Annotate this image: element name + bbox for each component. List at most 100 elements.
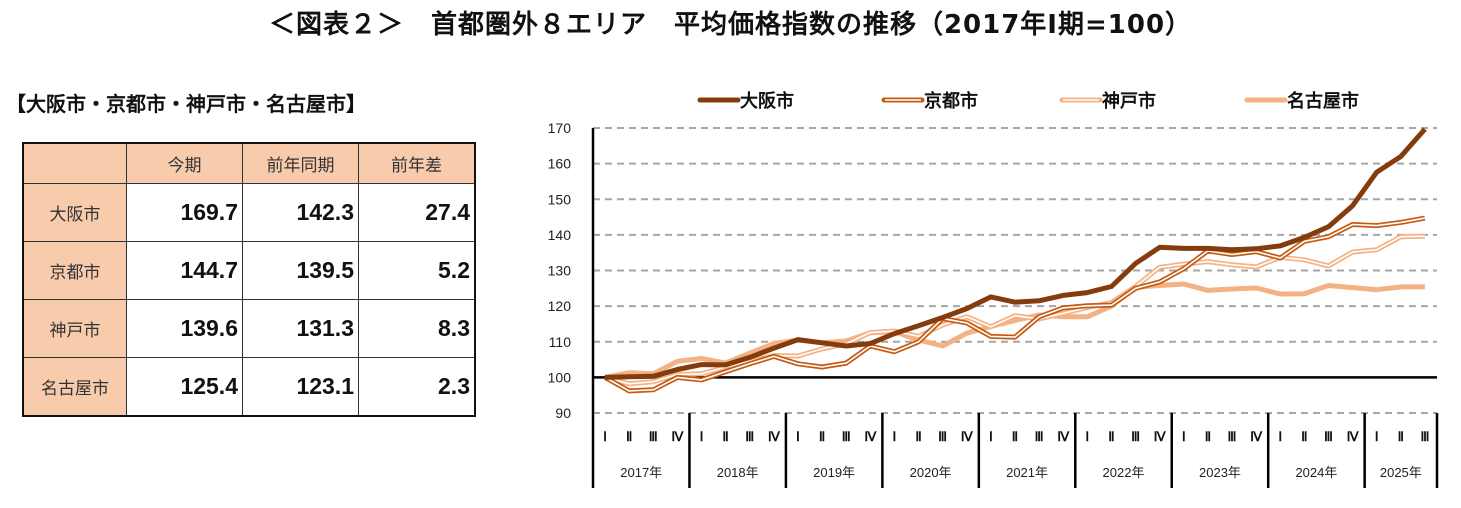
legend-item: 神戸市 xyxy=(1059,90,1156,112)
cell-diff: 27.4 xyxy=(358,183,476,242)
x-year-label: 2019年 xyxy=(813,465,855,480)
x-quarter-label: Ⅳ xyxy=(1347,429,1360,444)
y-tick-label: 160 xyxy=(548,156,572,172)
row-city: 神戸市 xyxy=(22,299,127,358)
x-quarter-label: Ⅲ xyxy=(1035,429,1044,444)
x-quarter-label: Ⅰ xyxy=(1085,429,1089,444)
y-tick-label: 130 xyxy=(548,263,572,279)
x-quarter-label: Ⅰ xyxy=(603,429,607,444)
series-line-inner xyxy=(604,235,1425,385)
series-lines xyxy=(603,127,1427,394)
series-line xyxy=(604,281,1425,380)
legend-item: 大阪市 xyxy=(697,90,794,112)
x-quarter-label: Ⅳ xyxy=(1154,429,1167,444)
cell-current: 139.6 xyxy=(126,299,243,358)
table-subtitle: 【大阪市・京都市・神戸市・名古屋市】 xyxy=(6,92,366,116)
y-tick-label: 110 xyxy=(549,334,572,350)
header-diff: 前年差 xyxy=(358,142,476,184)
x-quarter-label: Ⅱ xyxy=(819,429,825,444)
x-year-label: 2023年 xyxy=(1199,465,1241,480)
summary-table: 今期 前年同期 前年差 大阪市 169.7 142.3 27.4 京都市 144… xyxy=(22,142,476,417)
legend-label: 神戸市 xyxy=(1102,90,1156,112)
table-row: 名古屋市 125.4 123.1 2.3 xyxy=(22,357,476,417)
cell-diff: 2.3 xyxy=(358,357,476,417)
row-city: 京都市 xyxy=(22,241,127,300)
x-year-label: 2024年 xyxy=(1295,465,1337,480)
y-tick-label: 150 xyxy=(548,191,572,207)
header-current: 今期 xyxy=(126,142,243,184)
x-quarter-label: Ⅲ xyxy=(649,429,658,444)
series-0 xyxy=(605,127,1427,380)
x-axis: Ⅰ Ⅱ Ⅲ Ⅳ Ⅰ Ⅱ Ⅲ Ⅳ Ⅰ Ⅱ Ⅲ Ⅳ Ⅰ Ⅱ Ⅲ Ⅳ Ⅰ Ⅱ Ⅲ Ⅳ Ⅰ Ⅱ Ⅲ Ⅳ Ⅰ Ⅱ Ⅲ Ⅳ Ⅰ Ⅱ Ⅲ Ⅳ Ⅰ Ⅱ Ⅲ2017年… xyxy=(603,413,1439,488)
cell-current: 169.7 xyxy=(126,183,243,242)
table-header-row: 今期 前年同期 前年差 xyxy=(22,142,476,184)
x-quarter-label: Ⅱ xyxy=(1108,429,1114,444)
x-quarter-label: Ⅱ xyxy=(1012,429,1018,444)
x-quarter-label: Ⅲ xyxy=(938,429,947,444)
legend-label: 京都市 xyxy=(924,90,978,112)
x-quarter-label: Ⅳ xyxy=(768,429,781,444)
x-year-label: 2021年 xyxy=(1006,465,1048,480)
x-quarter-label: Ⅱ xyxy=(626,429,632,444)
x-quarter-label: Ⅳ xyxy=(671,429,684,444)
legend-item: 名古屋市 xyxy=(1244,90,1359,112)
legend-label: 名古屋市 xyxy=(1287,90,1359,112)
x-quarter-label: Ⅰ xyxy=(700,429,704,444)
y-tick-label: 170 xyxy=(548,120,572,136)
x-quarter-label: Ⅰ xyxy=(1375,429,1379,444)
row-city: 名古屋市 xyxy=(22,357,127,417)
cell-current: 125.4 xyxy=(126,357,243,417)
x-quarter-label: Ⅲ xyxy=(842,429,851,444)
header-prev-year: 前年同期 xyxy=(242,142,359,184)
cell-prev-year: 123.1 xyxy=(242,357,359,417)
x-year-label: 2022年 xyxy=(1103,465,1145,480)
table-row: 大阪市 169.7 142.3 27.4 xyxy=(22,183,476,242)
x-quarter-label: Ⅳ xyxy=(961,429,974,444)
x-quarter-label: Ⅰ xyxy=(893,429,897,444)
table-row: 京都市 144.7 139.5 5.2 xyxy=(22,241,476,300)
x-quarter-label: Ⅳ xyxy=(1057,429,1070,444)
x-quarter-label: Ⅰ xyxy=(989,429,993,444)
x-quarter-label: Ⅲ xyxy=(1420,429,1429,444)
x-quarter-label: Ⅱ xyxy=(1398,429,1404,444)
cell-diff: 5.2 xyxy=(358,241,476,300)
x-quarter-label: Ⅱ xyxy=(1301,429,1307,444)
y-tick-label: 140 xyxy=(548,227,572,243)
chart-title: ＜図表２＞ 首都圏外８エリア 平均価格指数の推移（2017年Ⅰ期=100） xyxy=(268,10,1193,40)
legend-item: 京都市 xyxy=(881,90,978,112)
y-tick-label: 120 xyxy=(548,298,572,314)
x-quarter-label: Ⅱ xyxy=(1205,429,1211,444)
legend-label: 大阪市 xyxy=(740,90,794,112)
cell-diff: 8.3 xyxy=(358,299,476,358)
series-line xyxy=(605,127,1427,380)
x-quarter-label: Ⅰ xyxy=(1278,429,1282,444)
gridlines xyxy=(591,127,1437,488)
row-city: 大阪市 xyxy=(22,183,127,242)
header-blank xyxy=(22,142,127,184)
x-quarter-label: Ⅰ xyxy=(796,429,800,444)
x-year-label: 2018年 xyxy=(717,465,759,480)
cell-prev-year: 131.3 xyxy=(242,299,359,358)
cell-current: 144.7 xyxy=(126,241,243,300)
y-tick-label: 100 xyxy=(548,369,572,385)
cell-prev-year: 139.5 xyxy=(242,241,359,300)
x-quarter-label: Ⅰ xyxy=(1182,429,1186,444)
x-quarter-label: Ⅲ xyxy=(1228,429,1237,444)
x-quarter-label: Ⅲ xyxy=(1131,429,1140,444)
x-quarter-label: Ⅲ xyxy=(745,429,754,444)
x-year-label: 2020年 xyxy=(910,465,952,480)
x-year-label: 2025年 xyxy=(1380,465,1422,480)
series-line-inner xyxy=(604,217,1426,392)
y-axis-ticks: 90 100 110 120 130 140 150 160 170 xyxy=(548,120,572,421)
cell-prev-year: 142.3 xyxy=(242,183,359,242)
x-quarter-label: Ⅳ xyxy=(1250,429,1263,444)
x-year-label: 2017年 xyxy=(620,465,662,480)
x-quarter-label: Ⅳ xyxy=(864,429,877,444)
x-quarter-label: Ⅱ xyxy=(722,429,728,444)
table-row: 神戸市 139.6 131.3 8.3 xyxy=(22,299,476,358)
x-quarter-label: Ⅲ xyxy=(1324,429,1333,444)
legend: 大阪市 京都市 神戸市 名古屋市 xyxy=(697,90,1359,112)
y-tick-label: 90 xyxy=(555,405,571,421)
x-quarter-label: Ⅱ xyxy=(915,429,921,444)
